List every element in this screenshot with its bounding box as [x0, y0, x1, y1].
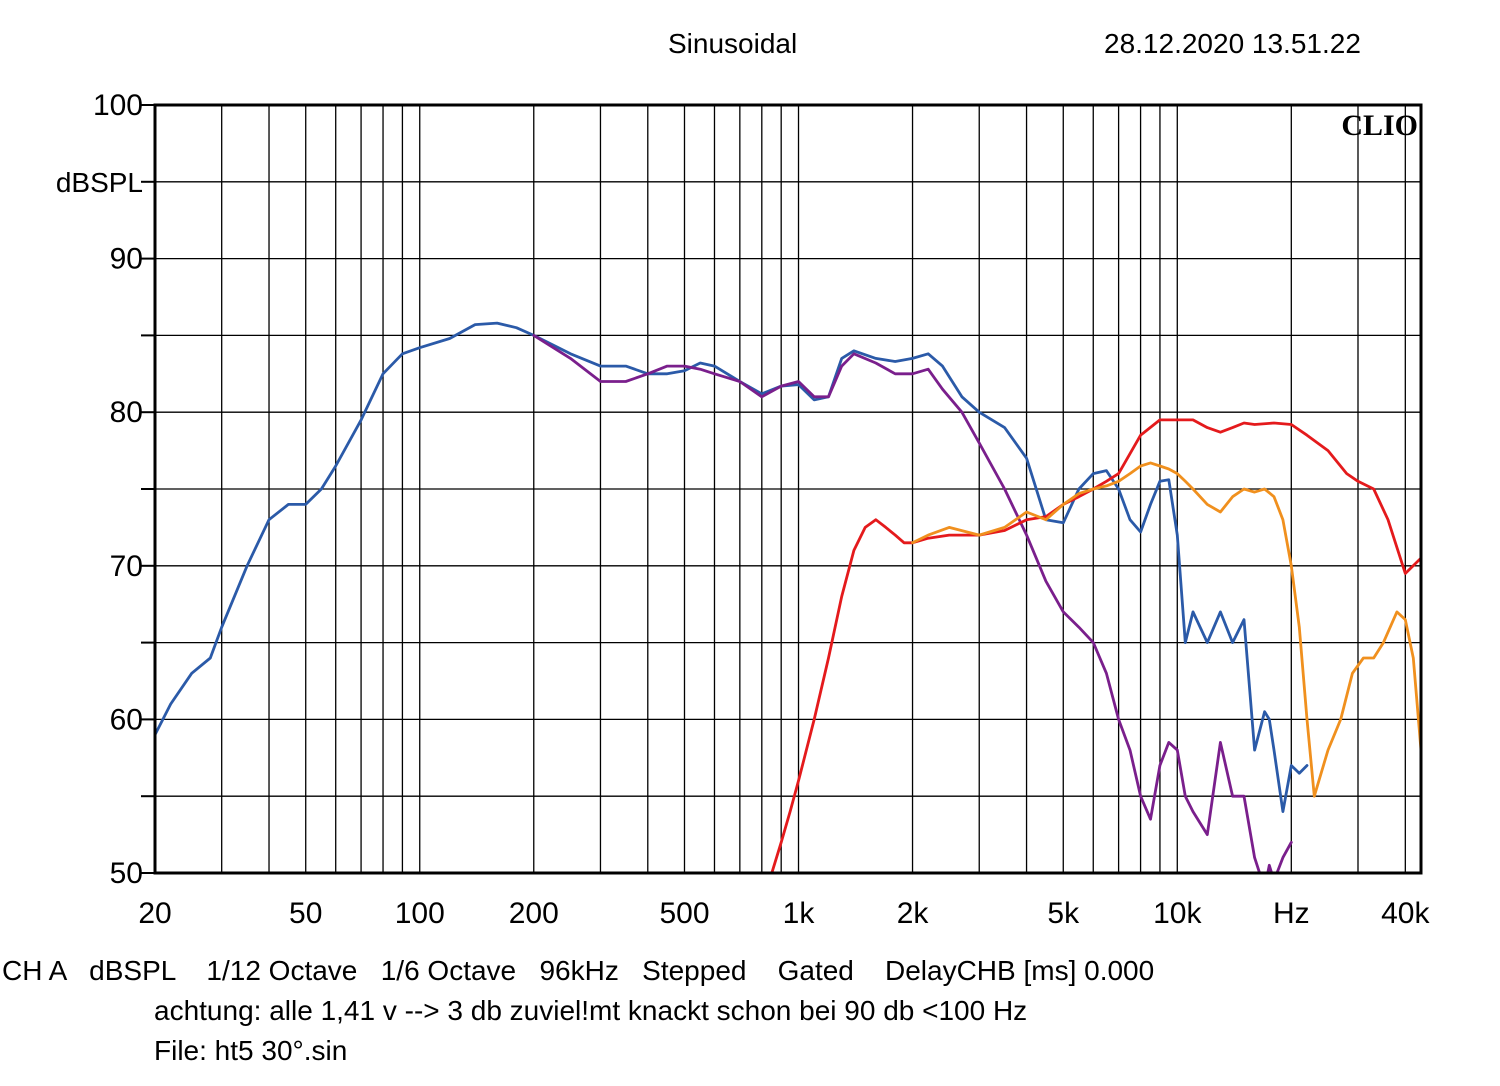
- y-tick-label: 90: [110, 243, 143, 276]
- y-tick-label: 60: [110, 703, 143, 736]
- series-line-4: [911, 461, 1421, 798]
- x-tick-label: 500: [659, 897, 709, 930]
- x-tick-label: 200: [509, 897, 559, 930]
- x-tick-label: 2k: [897, 897, 930, 930]
- footer-note: achtung: alle 1,41 v --> 3 db zuviel!mt …: [154, 995, 1028, 1026]
- x-tick-label: 100: [395, 897, 445, 930]
- x-tick-labels: 20 50 100 200 500 1k 2k 5k 10k Hz 40k: [138, 897, 1430, 930]
- chart-series: [155, 321, 1421, 873]
- x-tick-label: 1k: [783, 897, 816, 930]
- plot-frame: [153, 103, 1423, 875]
- chart-grid: [141, 104, 1421, 874]
- clio-logo-text: CLIO: [1341, 109, 1418, 142]
- series-line-1: [155, 321, 1309, 813]
- x-tick-label: Hz: [1273, 897, 1310, 930]
- x-tick-label: 40k: [1381, 897, 1430, 930]
- x-tick-label: 50: [289, 897, 322, 930]
- measurement-datetime: 28.12.2020 13.51.22: [1104, 28, 1361, 59]
- x-tick-label: 10k: [1153, 897, 1202, 930]
- x-tick-label: 5k: [1047, 897, 1080, 930]
- y-axis-label: dBSPL: [56, 167, 143, 198]
- y-tick-label: 80: [110, 396, 143, 429]
- y-tick-labels: 100 90 80 70 60 50: [93, 89, 143, 890]
- chart-title: Sinusoidal: [668, 28, 798, 59]
- series-line-2: [532, 334, 1293, 873]
- footer-file: File: ht5 30°.sin: [154, 1035, 348, 1066]
- series-line-3: [770, 418, 1421, 873]
- x-tick-label: 20: [138, 897, 171, 930]
- footer-settings: CH A dBSPL 1/12 Octave 1/6 Octave 96kHz …: [2, 955, 1155, 986]
- y-tick-label: 100: [93, 89, 143, 122]
- y-tick-label: 50: [110, 857, 143, 890]
- y-tick-label: 70: [110, 550, 143, 583]
